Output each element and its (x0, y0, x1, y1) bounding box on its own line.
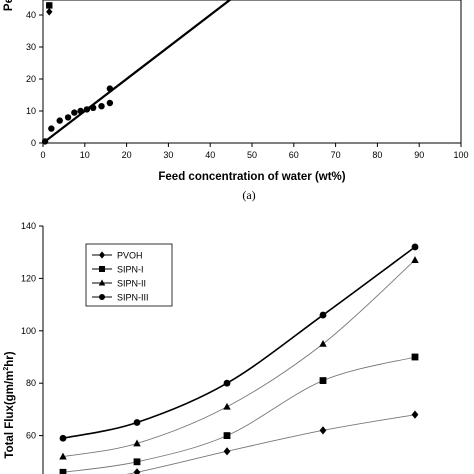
panel-a-x-tick-label: 30 (163, 150, 173, 160)
panel-b-series-line-pvoh (126, 414, 416, 474)
panel-b-series-line-sipn-ii (62, 259, 416, 458)
panel-a-x-tick-label: 60 (289, 150, 299, 160)
panel-a-x-ticks: 0 10 20 30 40 50 60 70 80 90 100 (40, 143, 469, 160)
panel-a-x-axis-label: Feed concentration of water (wt%) (158, 171, 345, 183)
panel-b-point-pvoh (133, 468, 141, 474)
panel-a-data-point (106, 85, 114, 92)
panel-b-legend-marker-sipn-i (99, 266, 105, 272)
panel-a-x-tick-label: 80 (372, 150, 382, 160)
panel-a-data-point (106, 99, 114, 107)
panel-b-y-tick-label: 100 (21, 326, 36, 336)
panel-b-point-sipn-i (59, 468, 67, 474)
panel-a-data-point (56, 117, 63, 124)
panel-b-y-axis-label-main: Total Flux(gm/m (4, 371, 16, 459)
panel-a-y-ticks: 0 10 20 30 40 (26, 10, 43, 148)
panel-b-series-line-sipn-iii (62, 246, 416, 440)
panel-b-y-axis-label: Total Flux(gm/m2hr) (3, 351, 16, 458)
panel-b-point-sipn-ii (223, 402, 231, 410)
panel-a-y-tick-label: 20 (26, 74, 36, 84)
panel-b-y-axis-label-tail: hr) (4, 351, 16, 367)
panel-b-y-tick-label: 60 (26, 431, 36, 441)
panel-a-data-point (64, 114, 72, 121)
panel-b-y-tick-label: 140 (21, 221, 36, 231)
panel-b-point-sipn-iii (133, 419, 141, 426)
panel-a-data-point (83, 106, 91, 113)
panel-a-y-tick-label: 40 (26, 10, 36, 20)
panel-a-y-tick-label: 0 (31, 138, 36, 148)
panel-b-point-sipn-ii (319, 339, 327, 347)
panel-b-legend-marker-sipn-iii (99, 294, 105, 300)
panel-a-y-axis-label: Permeate concentration of water (wt%) (3, 0, 15, 11)
panel-a-caption: (a) (242, 188, 255, 202)
panel-b-line-chart: 60 80 100 120 140 Total Flux(gm/m2hr) PVOH SI… (3, 221, 419, 474)
panel-a-x-tick-label: 50 (247, 150, 257, 160)
panel-a-data-point (77, 107, 84, 115)
panel-a-data-point (41, 138, 49, 145)
panel-a-square-marker (46, 2, 53, 9)
panel-b-point-pvoh (223, 447, 231, 456)
panel-a-fit-line (42, 0, 232, 144)
panel-b-point-sipn-iii (411, 243, 419, 251)
panel-b-legend-label-sipn-iii: SIPN-III (117, 293, 149, 303)
panel-b-y-ticks: 60 80 100 120 140 (21, 221, 43, 441)
panel-b-point-sipn-ii (59, 452, 67, 460)
panel-b-point-sipn-iii (223, 379, 231, 387)
panel-a-data-point (89, 104, 97, 112)
panel-a-x-tick-label: 20 (122, 150, 132, 160)
panel-b-legend-label-sipn-ii: SIPN-II (117, 279, 146, 289)
panel-b-legend-marker-pvoh (99, 251, 105, 259)
panel-b-point-sipn-i (223, 432, 231, 439)
panel-a-x-tick-label: 100 (453, 150, 468, 160)
panel-a-data-points (41, 2, 114, 145)
panel-b-point-sipn-ii (133, 439, 141, 447)
panel-a-scatter-chart: 0 10 20 30 40 0 10 20 30 40 50 60 70 80 90 100 Feed co… (3, 0, 469, 202)
panel-b-point-sipn-i (133, 458, 141, 466)
panel-a-y-tick-label: 30 (26, 42, 36, 52)
panel-a-x-tick-label: 10 (80, 150, 90, 160)
panel-b-legend-label-sipn-i: SIPN-I (117, 265, 144, 275)
panel-b-legend-label-pvoh: PVOH (117, 251, 143, 261)
panel-a-x-tick-label: 0 (40, 150, 45, 160)
panel-a-data-point (48, 125, 55, 132)
panel-a-diamond-marker (46, 7, 53, 16)
panel-b-point-sipn-iii (59, 434, 67, 442)
panel-b-point-sipn-iii (319, 311, 327, 319)
panel-b-legend: PVOH SIPN-I SIPN-II SIPN-III (85, 243, 173, 307)
panel-b-legend-marker-sipn-ii (98, 279, 106, 286)
panel-a-x-tick-label: 90 (414, 150, 424, 160)
panel-a-data-point (71, 109, 78, 116)
panel-b-y-axis-label-sup: 2 (3, 367, 10, 371)
panel-b-point-sipn-i (411, 353, 419, 361)
panel-a-y-tick-label: 10 (26, 106, 36, 116)
panel-a-plot-frame (42, 0, 462, 144)
panel-b-y-tick-label: 80 (26, 378, 36, 388)
panel-a-x-tick-label: 40 (205, 150, 215, 160)
panel-a-data-point (98, 103, 105, 110)
panel-b-point-pvoh (411, 410, 419, 419)
panel-b-series (59, 243, 419, 474)
panel-b-point-sipn-ii (411, 256, 419, 263)
panel-b-series-line-sipn-i (62, 356, 416, 473)
panel-b-point-pvoh (319, 426, 327, 435)
panel-b-point-sipn-i (319, 377, 327, 384)
panel-b-y-tick-label: 120 (21, 273, 36, 283)
panel-a-x-tick-label: 70 (331, 150, 341, 160)
